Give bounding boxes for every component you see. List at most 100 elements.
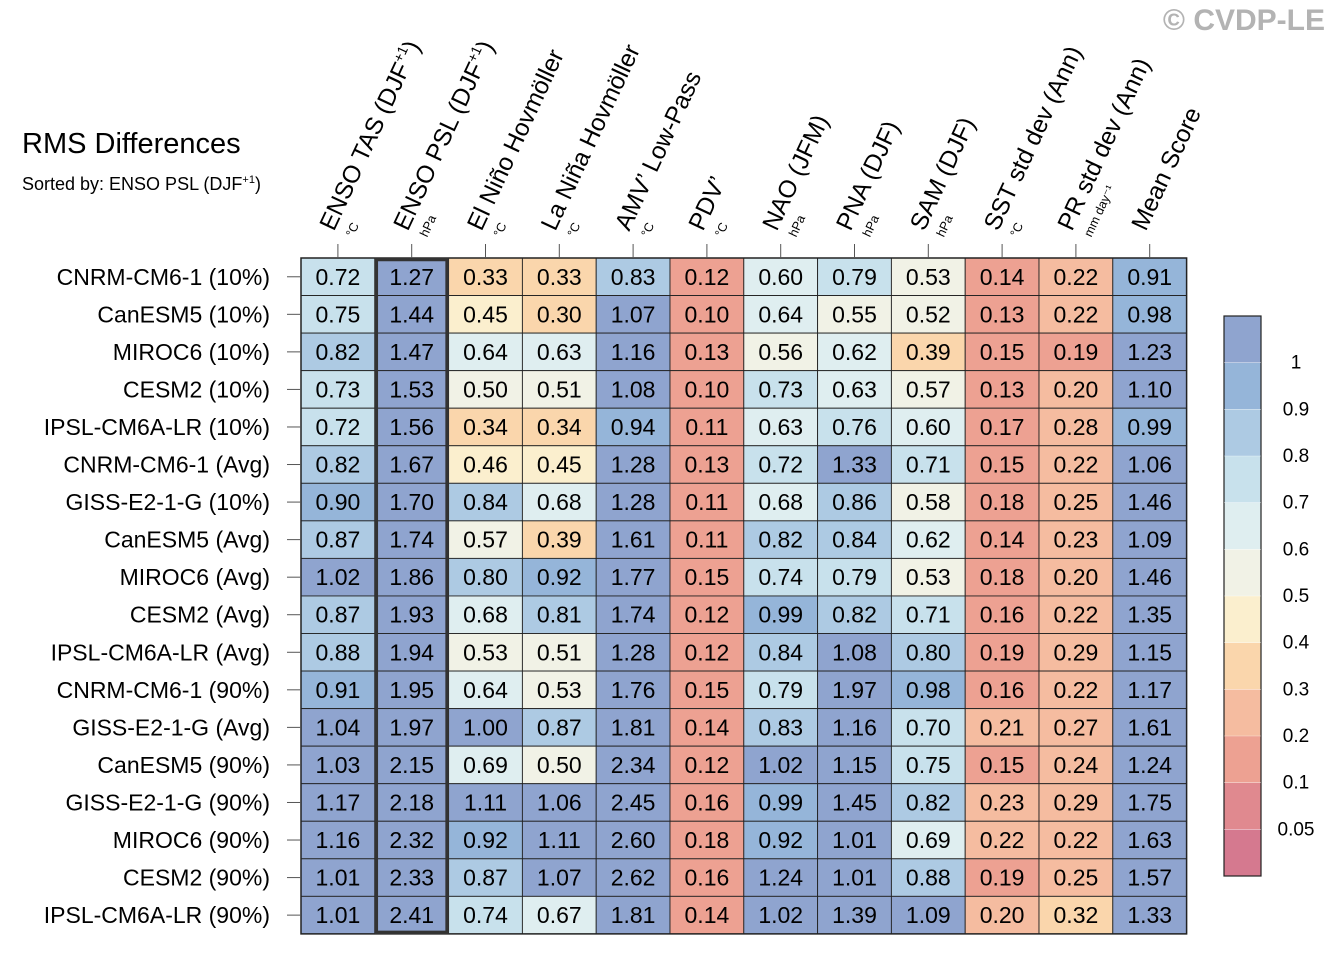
cell-value-label: 0.80 [906, 639, 951, 665]
heatmap-cell [743, 858, 819, 897]
cell-value-label: 1.47 [389, 339, 434, 365]
cell-value-label: 1.46 [1127, 489, 1172, 515]
cell-value-label: 0.22 [1054, 301, 1099, 327]
cell-value-label: 0.28 [1054, 414, 1099, 440]
cell-value-label: 0.88 [316, 639, 361, 665]
cell-value-label: 0.68 [758, 489, 803, 515]
cell-value-label: 1.08 [832, 639, 877, 665]
cell-value-label: 0.39 [906, 339, 951, 365]
heatmap-cell [1038, 633, 1114, 672]
heatmap-cell [1112, 257, 1188, 296]
colorbar-tick-label: 0.6 [1283, 539, 1309, 560]
cell-value-label: 1.44 [389, 301, 434, 327]
cell-value-label: 2.32 [389, 827, 434, 853]
heatmap-cell [1112, 745, 1188, 785]
cell-value-label: 0.39 [537, 527, 582, 553]
cell-value-label: 1.09 [1127, 527, 1172, 553]
cell-value-label: 0.63 [537, 339, 582, 365]
heatmap-cell [595, 557, 671, 597]
heatmap-cell [743, 895, 819, 935]
heatmap-cell [743, 257, 819, 296]
cell-value-label: 1.28 [611, 639, 656, 665]
heatmap-cell [521, 783, 597, 822]
cell-value-label: 0.72 [316, 414, 361, 440]
cell-value-label: 0.98 [1127, 301, 1172, 327]
cell-value-label: 0.99 [1127, 414, 1172, 440]
cell-value-label: 0.80 [463, 564, 508, 590]
cell-value-label: 1.11 [464, 789, 507, 815]
cell-value-label: 0.22 [1054, 602, 1099, 628]
sort-column-highlight [374, 257, 449, 935]
heatmap-cell [964, 633, 1040, 672]
heatmap-cell [300, 745, 376, 785]
heatmap-cell [890, 820, 966, 860]
column-header: Mean Score [1127, 103, 1207, 234]
cell-value-label: 0.63 [832, 376, 877, 402]
cell-value-label: 0.94 [611, 414, 656, 440]
heatmap-cell [1038, 482, 1114, 522]
heatmap-cell [521, 858, 597, 897]
column-unit: °C [491, 220, 510, 239]
cell-value-label: 0.22 [1054, 677, 1099, 703]
cell-value-label: 0.79 [758, 677, 803, 703]
cell-value-label: 0.12 [685, 639, 730, 665]
cell-value-label: 0.73 [758, 376, 803, 402]
cell-value-label: 0.90 [316, 489, 361, 515]
cell-value-label: 2.60 [611, 827, 656, 853]
heatmap-cell [595, 407, 671, 447]
heatmap-cell [890, 445, 966, 484]
cell-value-label: 0.63 [758, 414, 803, 440]
heatmap-cell [1112, 783, 1188, 822]
colorbar-tick-label: 1 [1291, 353, 1302, 374]
heatmap-cell [374, 557, 450, 597]
heatmap-cell [669, 858, 745, 897]
cell-value-label: 0.14 [980, 264, 1025, 290]
cell-value-label: 0.18 [980, 489, 1025, 515]
cell-value-label: 0.84 [832, 527, 877, 553]
cell-value-label: 0.52 [906, 301, 951, 327]
cell-value-label: 0.51 [537, 639, 582, 665]
heatmap-cell [300, 407, 376, 447]
heatmap-cell [743, 670, 819, 710]
heatmap-cell [669, 895, 745, 935]
cell-value-label: 0.82 [758, 527, 803, 553]
heatmap-cell [1038, 445, 1114, 484]
heatmap-cell [743, 482, 819, 522]
heatmap-cell [669, 745, 745, 785]
cell-value-label: 0.91 [316, 677, 361, 703]
cell-value-label: 0.16 [685, 789, 730, 815]
colorbar-swatch [1224, 829, 1261, 876]
heatmap-cell [374, 708, 450, 747]
heatmap-cell [964, 557, 1040, 597]
heatmap-cell [521, 257, 597, 296]
heatmap-cell [669, 670, 745, 710]
heatmap-cell [595, 332, 671, 372]
cell-value-label: 0.29 [1054, 789, 1099, 815]
cell-value-label: 0.92 [758, 827, 803, 853]
heatmap-cell [817, 257, 892, 296]
heatmap-cell [817, 407, 892, 447]
heatmap-cell [743, 520, 819, 559]
cell-value-label: 0.99 [758, 789, 803, 815]
heatmap-cell [890, 520, 966, 559]
colorbar-swatch [1224, 409, 1261, 456]
cell-value-label: 0.74 [463, 902, 508, 928]
cell-value-label: 0.67 [537, 902, 582, 928]
heatmap-cell [817, 332, 892, 372]
cell-value-label: 1.75 [1127, 789, 1172, 815]
cell-value-label: 2.15 [389, 752, 434, 778]
colorbar-swatch [1224, 689, 1261, 736]
heatmap-cell [890, 633, 966, 672]
cell-value-label: 2.62 [611, 865, 656, 891]
heatmap-cell [890, 783, 966, 822]
cell-value-label: 1.01 [316, 902, 361, 928]
heatmap-cell [743, 445, 819, 484]
heatmap-cell [300, 670, 376, 710]
cell-value-label: 0.14 [980, 527, 1025, 553]
cell-value-label: 1.45 [832, 789, 877, 815]
cell-value-label: 2.33 [389, 865, 434, 891]
heatmap-border [300, 257, 1188, 935]
cell-value-label: 0.87 [316, 602, 361, 628]
